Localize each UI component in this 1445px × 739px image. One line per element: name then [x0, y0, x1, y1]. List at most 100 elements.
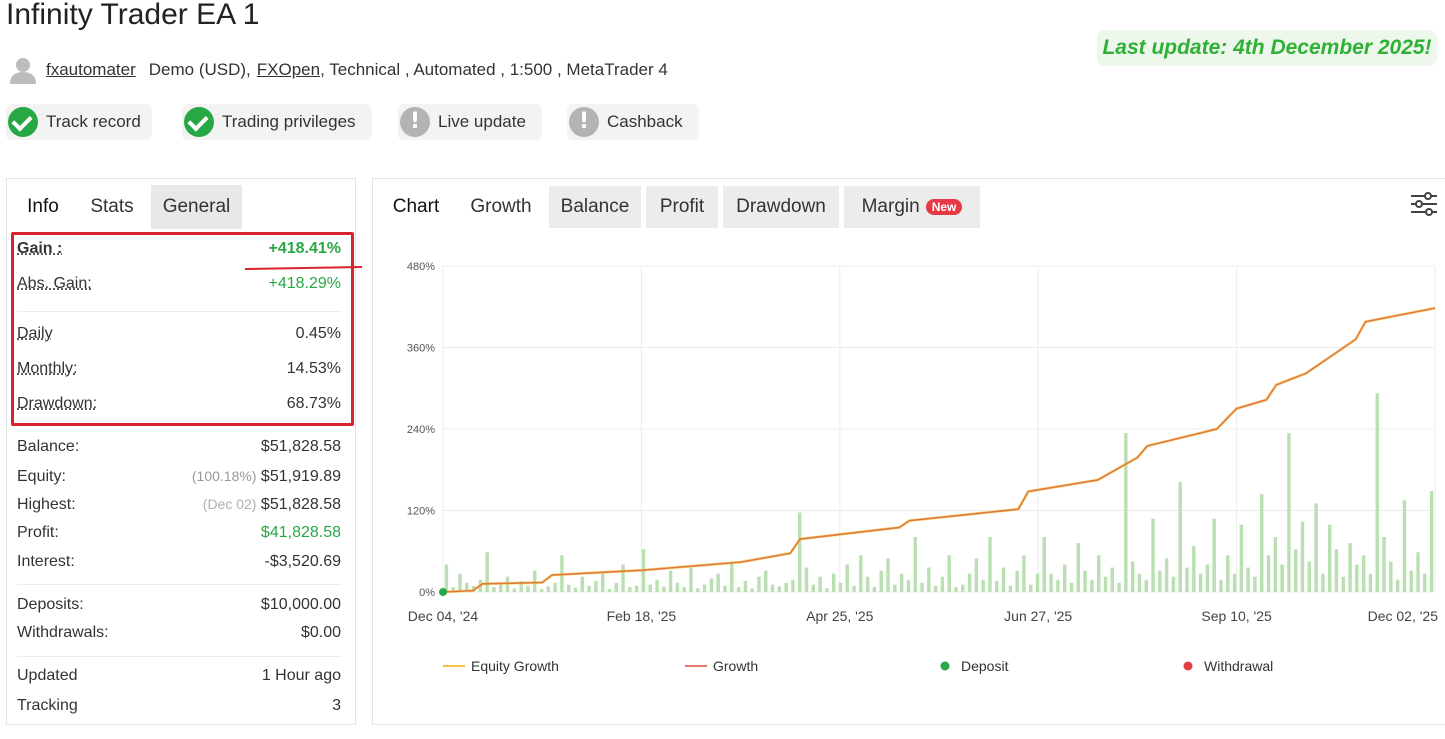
- deposit-marker: [439, 588, 447, 596]
- tab-growth[interactable]: Growth: [470, 196, 532, 217]
- daily-bar: [1049, 573, 1053, 592]
- broker-link[interactable]: FXOpen: [256, 60, 321, 79]
- stat-label[interactable]: Daily: [17, 325, 53, 342]
- daily-bar: [872, 587, 877, 592]
- stat-label: Equity:: [17, 468, 66, 485]
- daily-bar: [906, 579, 911, 592]
- chart-settings-icon[interactable]: [1409, 189, 1439, 219]
- daily-bar: [1341, 576, 1345, 592]
- y-tick-label: 240%: [407, 424, 435, 436]
- growth-line: [442, 307, 1436, 593]
- stat-label[interactable]: Monthly:: [17, 360, 78, 377]
- new-badge: New: [925, 198, 963, 215]
- daily-bar: [825, 588, 829, 592]
- y-tick-label: 360%: [407, 343, 435, 355]
- stat-daily: Daily 0.45%: [17, 325, 341, 349]
- tab-general[interactable]: General: [151, 185, 242, 229]
- stat-deposits: Deposits: $10,000.00: [17, 596, 341, 620]
- stat-monthly: Monthly: 14.53%: [17, 360, 341, 384]
- daily-bar: [940, 576, 945, 592]
- daily-bar: [784, 582, 788, 592]
- daily-bar: [886, 558, 890, 592]
- stat-value: 3: [332, 697, 341, 714]
- divider: [17, 584, 341, 585]
- daily-bar: [1327, 524, 1332, 592]
- daily-bar: [1368, 573, 1373, 592]
- daily-bar: [1314, 503, 1318, 592]
- daily-bar: [1069, 582, 1074, 592]
- stat-interest: Interest: -$3,520.69: [17, 553, 341, 577]
- daily-bar: [1117, 582, 1121, 592]
- badge-track-record[interactable]: Track record: [6, 104, 152, 140]
- stat-equity: Equity: (100.18%) $51,919.89: [17, 468, 341, 492]
- daily-bar: [1090, 579, 1094, 592]
- daily-bar: [1205, 564, 1210, 592]
- daily-bar: [1280, 564, 1284, 592]
- daily-bar: [1253, 576, 1257, 592]
- stat-note: (100.18%): [191, 468, 257, 484]
- daily-bar: [1008, 585, 1013, 592]
- badge-cashback[interactable]: Cashback: [567, 104, 699, 140]
- daily-bar: [696, 588, 700, 592]
- legend-label: Growth: [713, 658, 758, 674]
- daily-bar: [1076, 543, 1080, 592]
- daily-bar: [1151, 518, 1155, 592]
- legend-swatch: [1183, 661, 1193, 671]
- badge-live-update[interactable]: Live update: [398, 104, 542, 140]
- stat-label: Highest:: [17, 496, 76, 513]
- tab-balance[interactable]: Balance: [549, 186, 641, 228]
- daily-bar: [1382, 536, 1386, 592]
- stat-label[interactable]: Gain :: [17, 240, 63, 257]
- daily-bar: [1429, 491, 1434, 592]
- stat-label: Deposits:: [17, 596, 84, 613]
- tab-info[interactable]: Info: [27, 196, 59, 217]
- daily-bar: [947, 555, 951, 592]
- daily-bar: [567, 584, 571, 592]
- growth-chart: 0% 120% 240% 360% 480% Dec 04, '24 Feb 18, '25…: [407, 261, 1439, 674]
- divider: [17, 656, 341, 657]
- x-tick-label: Jun 27, '25: [1004, 608, 1072, 624]
- daily-bar: [1083, 570, 1087, 592]
- daily-bar: [444, 564, 449, 592]
- stat-updated: Updated 1 Hour ago: [17, 667, 341, 691]
- author-link[interactable]: fxautomater: [46, 60, 136, 79]
- x-tick-label: Dec 04, '24: [408, 608, 479, 624]
- daily-bar: [1178, 481, 1182, 592]
- daily-bar: [1260, 494, 1264, 592]
- daily-bar: [893, 584, 897, 592]
- stat-value: +418.41%: [268, 240, 341, 257]
- check-icon: [184, 107, 214, 137]
- stat-label: Interest:: [17, 553, 75, 570]
- daily-bar: [1001, 567, 1006, 592]
- daily-bar: [927, 567, 931, 592]
- tab-drawdown[interactable]: Drawdown: [723, 186, 839, 228]
- tab-stats[interactable]: Stats: [90, 196, 134, 217]
- daily-bar: [1158, 570, 1162, 592]
- daily-bar: [458, 573, 462, 592]
- daily-bar: [723, 585, 727, 592]
- badge-trading-privileges[interactable]: Trading privileges: [182, 104, 372, 140]
- stat-label[interactable]: Abs. Gain:: [17, 275, 92, 292]
- divider: [17, 311, 341, 312]
- stat-balance: Balance: $51,828.58: [17, 438, 341, 462]
- tab-margin[interactable]: Margin New: [844, 186, 980, 228]
- stat-label[interactable]: Drawdown:: [17, 395, 98, 412]
- stat-value: $0.00: [300, 624, 341, 641]
- daily-bar: [539, 588, 544, 592]
- daily-bar: [1096, 555, 1101, 592]
- stat-label: Balance:: [17, 438, 80, 455]
- x-tick-label: Dec 02, '25: [1368, 608, 1439, 624]
- tab-margin-label: Margin: [861, 196, 920, 217]
- x-tick-label: Feb 18, '25: [607, 608, 677, 624]
- daily-bar: [634, 585, 639, 592]
- daily-bar: [818, 576, 822, 592]
- daily-bar: [838, 582, 843, 592]
- daily-bar: [879, 570, 883, 592]
- tab-profit[interactable]: Profit: [646, 186, 718, 228]
- stat-drawdown: Drawdown: 68.73%: [17, 395, 341, 419]
- daily-bar: [988, 536, 992, 592]
- x-tick-label: Sep 10, '25: [1201, 608, 1272, 624]
- stat-abs-gain: Abs. Gain: +418.29%: [17, 275, 341, 299]
- daily-bar: [1232, 573, 1237, 592]
- daily-bar: [1110, 567, 1114, 592]
